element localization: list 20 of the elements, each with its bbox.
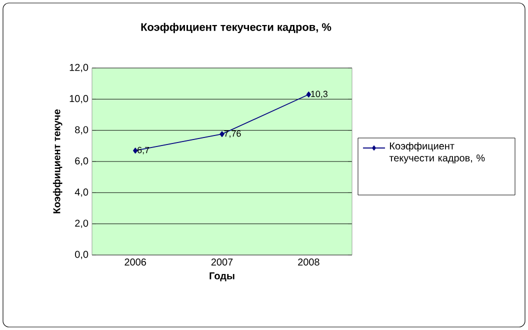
y-axis-title: Коэффициент текуче (52, 109, 62, 214)
point (220, 131, 224, 138)
y-tick-label: 0,0 (75, 250, 88, 260)
y-tick-label: 8,0 (75, 126, 88, 134)
point (306, 92, 311, 98)
y-tick-label: 12,0 (70, 64, 88, 72)
x-axis-title: Годы (210, 272, 234, 282)
y-tick-label: 10,0 (70, 95, 88, 104)
x-tick-label: 2008 (298, 258, 320, 266)
point (133, 148, 138, 154)
data-label: 10,3 (311, 90, 328, 98)
x-tick-label: 2006 (124, 258, 146, 266)
y-tick-label: 2,0 (75, 220, 88, 228)
data-label: 6,7 (138, 146, 150, 154)
y-tick-label: 4,0 (74, 188, 88, 197)
chart-title: Коэффициент текучести кадров, % (141, 22, 332, 34)
x-tick-label: 2007 (211, 258, 233, 266)
data-label: 7,76 (224, 130, 241, 138)
legend-label: Коэффициент текучести кадров, % (389, 142, 485, 164)
y-tick-label: 6,0 (75, 157, 88, 166)
